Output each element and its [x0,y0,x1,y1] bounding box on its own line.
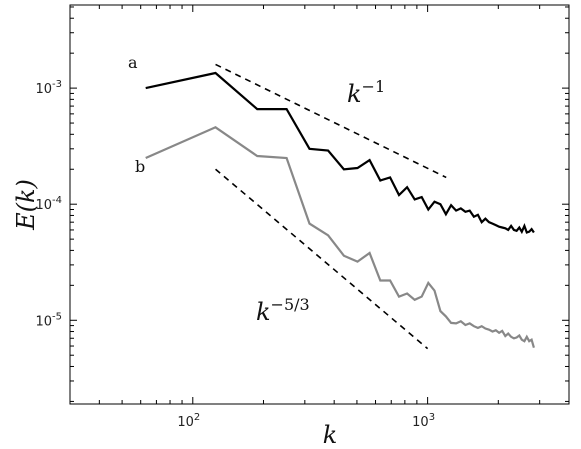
series-label-b: b [135,157,145,176]
x-tick-label: 102 [177,412,200,430]
x-axis-label: k [323,421,338,449]
x-tick-label: 103 [412,412,435,430]
reference-lines [215,63,447,350]
plot-axes [69,4,570,405]
series-line-a [145,71,535,235]
series-line-b [145,126,535,349]
y-axis-label: E(k) [12,179,40,231]
chart-labels: a b k−1 k−5/3 k E(k) [12,53,385,449]
reference-label-1: k−1 [347,77,385,108]
series-lines [145,71,535,349]
y-tick-label: 10-3 [35,79,62,97]
series-label-a: a [128,53,138,72]
y-tick-label: 10-5 [35,311,62,329]
reference-line-1 [215,63,447,179]
reference-line-2 [215,168,429,350]
reference-label-2: k−5/3 [256,295,310,326]
plot-frame [69,4,570,405]
